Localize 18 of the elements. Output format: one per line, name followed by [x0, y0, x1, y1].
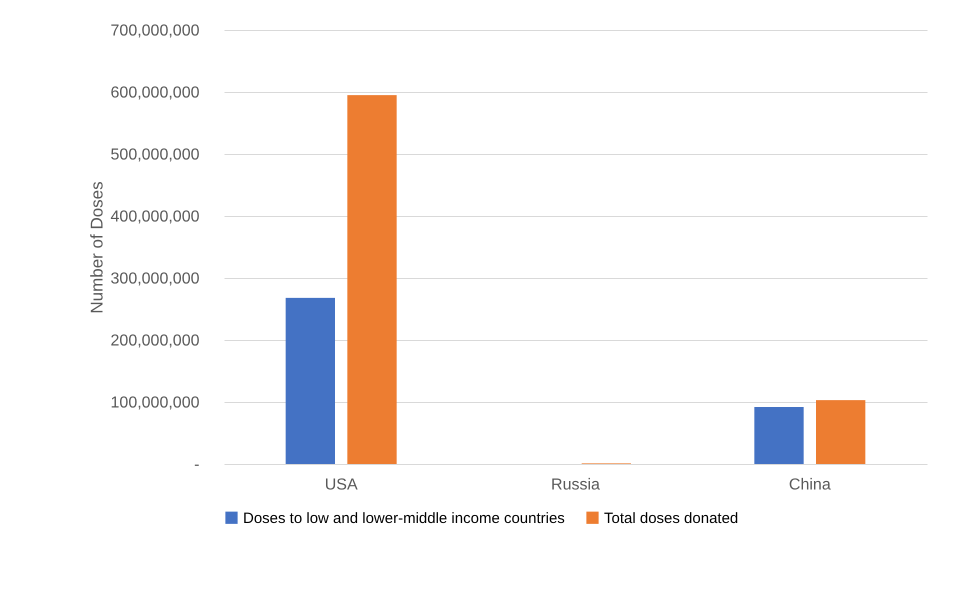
bar	[754, 406, 804, 464]
x-tick-label: China	[788, 476, 831, 494]
y-tick-label: 500,000,000	[110, 146, 200, 164]
y-tick-label: 400,000,000	[110, 208, 200, 226]
x-tick-label: Russia	[551, 476, 600, 494]
y-axis-title: Number of Doses	[88, 181, 107, 314]
y-tick-label: 100,000,000	[110, 394, 200, 412]
bar	[816, 400, 866, 464]
legend-label: Doses to low and lower-middle income countries	[243, 510, 565, 527]
y-tick-label: -	[194, 456, 200, 474]
bar	[286, 298, 335, 464]
x-tick-label: USA	[324, 476, 358, 494]
bar	[347, 95, 397, 464]
legend-label: Total doses donated	[604, 510, 738, 527]
y-tick-label: 700,000,000	[110, 22, 200, 40]
y-tick-label: 600,000,000	[110, 84, 200, 102]
y-tick-label: 300,000,000	[110, 270, 200, 288]
y-tick-label: 200,000,000	[110, 332, 200, 350]
